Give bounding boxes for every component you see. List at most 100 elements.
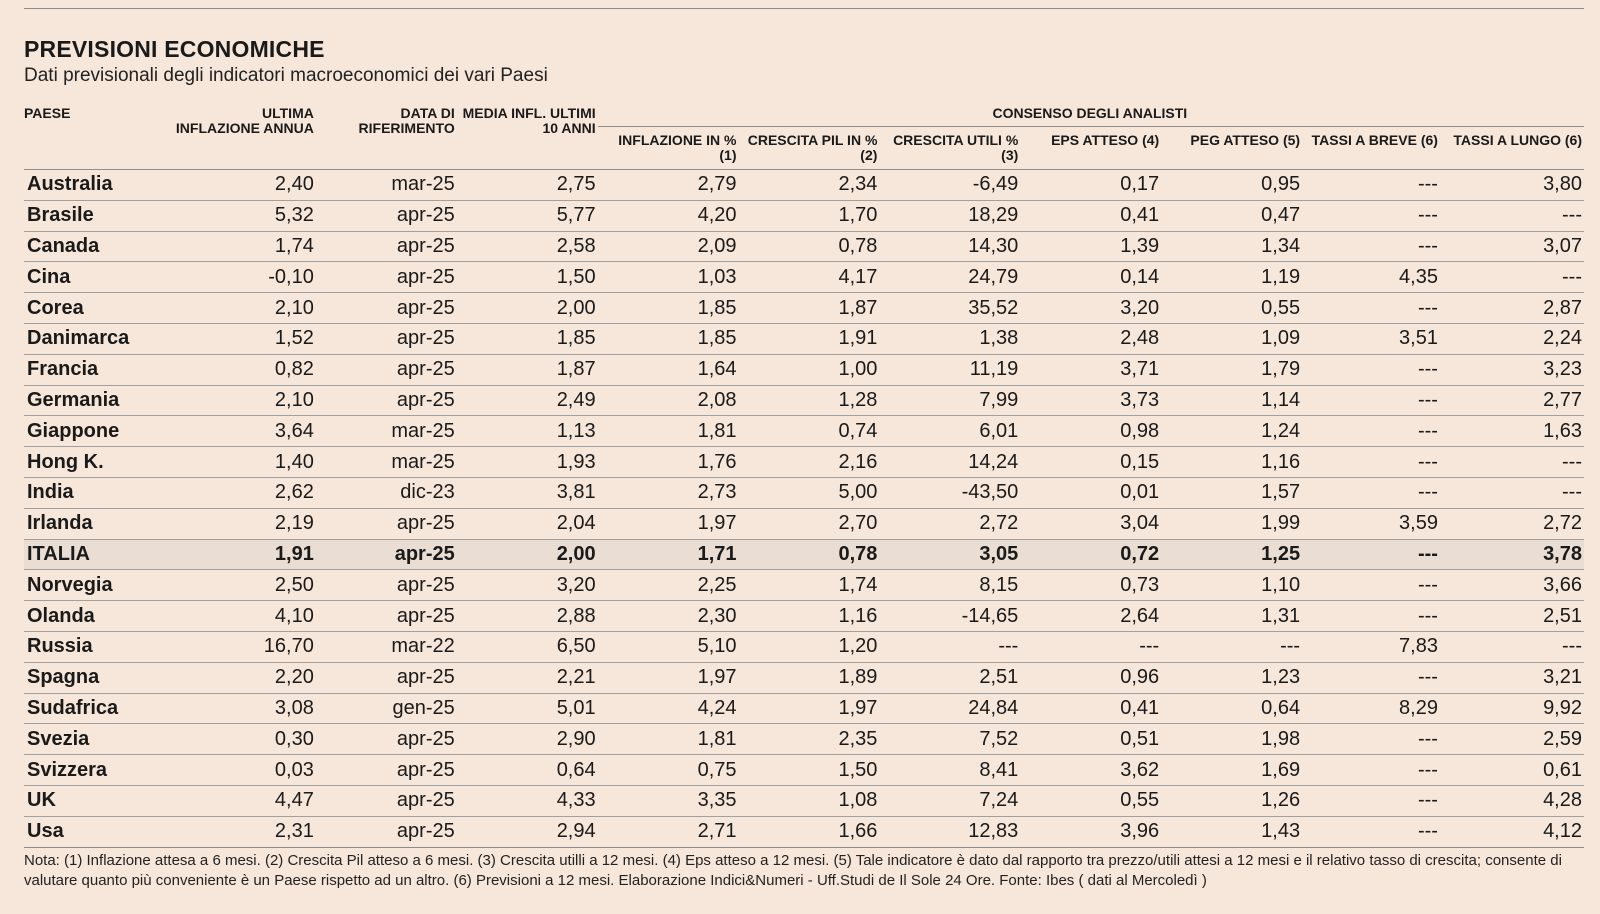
cell-data-riferimento: apr-25 [315,785,457,817]
cell-peg-atteso: 1,79 [1161,354,1303,386]
cell-tassi-lungo: 2,51 [1439,600,1584,632]
cell-eps-atteso: 2,64 [1020,600,1162,632]
cell-inflazione: 1,97 [597,662,739,694]
cell-crescita-pil: 1,91 [738,323,880,355]
cell-inflazione: 1,85 [597,292,739,324]
cell-tassi-breve: 7,83 [1302,631,1440,663]
cell-tassi-lungo: 1,63 [1439,415,1584,448]
cell-tassi-lungo: --- [1439,477,1584,509]
cell-media-inflazione: 2,00 [456,539,598,571]
header-tassi-lungo: TASSI A LUNGO (6) [1439,126,1584,170]
cell-peg-atteso: 1,34 [1161,231,1303,263]
cell-crescita-utili: 14,24 [879,446,1021,478]
cell-peg-atteso: 1,10 [1161,569,1303,602]
cell-ultima-inflazione: 4,47 [174,785,316,817]
cell-crescita-pil: 1,70 [738,200,880,232]
cell-eps-atteso: 3,62 [1020,754,1162,786]
cell-peg-atteso: 1,57 [1161,477,1303,509]
cell-tassi-breve: --- [1302,600,1440,632]
cell-peg-atteso: 1,19 [1161,261,1303,294]
cell-eps-atteso: --- [1020,631,1162,663]
cell-paese: Australia [24,169,175,201]
cell-tassi-breve: --- [1302,169,1440,201]
cell-ultima-inflazione: 1,52 [174,323,316,355]
cell-crescita-pil: 1,08 [738,785,880,817]
cell-crescita-utili: 6,01 [879,415,1021,448]
cell-paese: Irlanda [24,508,175,540]
table-row: Cina -0,10 apr-25 1,50 1,03 4,17 24,79 0,14 1,19… [24,261,1584,294]
cell-peg-atteso: 1,43 [1161,816,1303,848]
table-row: India 2,62 dic-23 3,81 2,73 5,00 -43,50 0,01 1,5… [24,477,1584,509]
cell-media-inflazione: 2,88 [456,600,598,632]
cell-crescita-utili: 7,52 [879,723,1021,756]
cell-tassi-lungo: --- [1439,200,1584,232]
cell-ultima-inflazione: 0,30 [174,723,316,756]
cell-paese: Usa [24,816,175,848]
cell-crescita-pil: 0,78 [738,539,880,571]
cell-inflazione: 2,30 [597,600,739,632]
table-row: Usa 2,31 apr-25 2,94 2,71 1,66 12,83 3,96 1,43 --… [24,816,1584,848]
cell-tassi-lungo: --- [1439,631,1584,663]
cell-inflazione: 2,79 [597,169,739,201]
cell-data-riferimento: apr-25 [315,261,457,294]
cell-peg-atteso: 0,95 [1161,169,1303,201]
cell-media-inflazione: 3,20 [456,569,598,602]
cell-ultima-inflazione: 2,40 [174,169,316,201]
cell-media-inflazione: 1,13 [456,415,598,448]
cell-tassi-lungo: 3,66 [1439,569,1584,602]
cell-crescita-utili: --- [879,631,1021,663]
cell-crescita-utili: 7,24 [879,785,1021,817]
cell-eps-atteso: 0,17 [1020,169,1162,201]
cell-paese: Svizzera [24,754,175,786]
cell-peg-atteso: 1,23 [1161,662,1303,694]
cell-tassi-breve: --- [1302,477,1440,509]
cell-tassi-lungo: 3,78 [1439,539,1584,571]
cell-media-inflazione: 2,49 [456,385,598,417]
cell-media-inflazione: 1,85 [456,323,598,355]
cell-ultima-inflazione: 0,03 [174,754,316,786]
cell-data-riferimento: dic-23 [315,477,457,509]
cell-peg-atteso: 0,55 [1161,292,1303,324]
cell-crescita-pil: 1,00 [738,354,880,386]
header-media-inflazione: MEDIA INFL. ULTIMI 10 ANNI [456,106,598,170]
cell-ultima-inflazione: 5,32 [174,200,316,232]
table-row: Hong K. 1,40 mar-25 1,93 1,76 2,16 14,24 0,15 1,… [24,446,1584,478]
cell-paese: Giappone [24,415,175,448]
cell-data-riferimento: mar-25 [315,415,457,448]
cell-paese: Spagna [24,662,175,694]
cell-tassi-lungo: 0,61 [1439,754,1584,786]
cell-crescita-pil: 0,78 [738,231,880,263]
cell-crescita-utili: 24,79 [879,261,1021,294]
table-row: Olanda 4,10 apr-25 2,88 2,30 1,16 -14,65 2,64 1,… [24,600,1584,632]
cell-inflazione: 1,76 [597,446,739,478]
cell-eps-atteso: 0,72 [1020,539,1162,571]
cell-inflazione: 2,09 [597,231,739,263]
cell-eps-atteso: 3,96 [1020,816,1162,848]
cell-paese: Germania [24,385,175,417]
cell-paese: Canada [24,231,175,263]
cell-crescita-pil: 4,17 [738,261,880,294]
cell-data-riferimento: mar-25 [315,169,457,201]
cell-eps-atteso: 0,73 [1020,569,1162,602]
cell-tassi-breve: --- [1302,816,1440,848]
cell-tassi-breve: --- [1302,754,1440,786]
cell-media-inflazione: 2,21 [456,662,598,694]
cell-peg-atteso: 1,25 [1161,539,1303,571]
cell-ultima-inflazione: 2,50 [174,569,316,602]
cell-crescita-utili: 24,84 [879,693,1021,725]
cell-eps-atteso: 3,20 [1020,292,1162,324]
cell-media-inflazione: 2,75 [456,169,598,201]
cell-tassi-breve: --- [1302,569,1440,602]
cell-crescita-utili: 11,19 [879,354,1021,386]
header-eps-atteso: EPS ATTESO (4) [1020,126,1162,170]
cell-tassi-breve: --- [1302,785,1440,817]
cell-tassi-breve: --- [1302,415,1440,448]
cell-crescita-utili: 14,30 [879,231,1021,263]
cell-eps-atteso: 0,41 [1020,200,1162,232]
cell-media-inflazione: 2,94 [456,816,598,848]
cell-peg-atteso: 1,99 [1161,508,1303,540]
cell-paese: Norvegia [24,569,175,602]
cell-inflazione: 1,81 [597,723,739,756]
cell-tassi-lungo: 3,07 [1439,231,1584,263]
cell-paese: Sudafrica [24,693,175,725]
